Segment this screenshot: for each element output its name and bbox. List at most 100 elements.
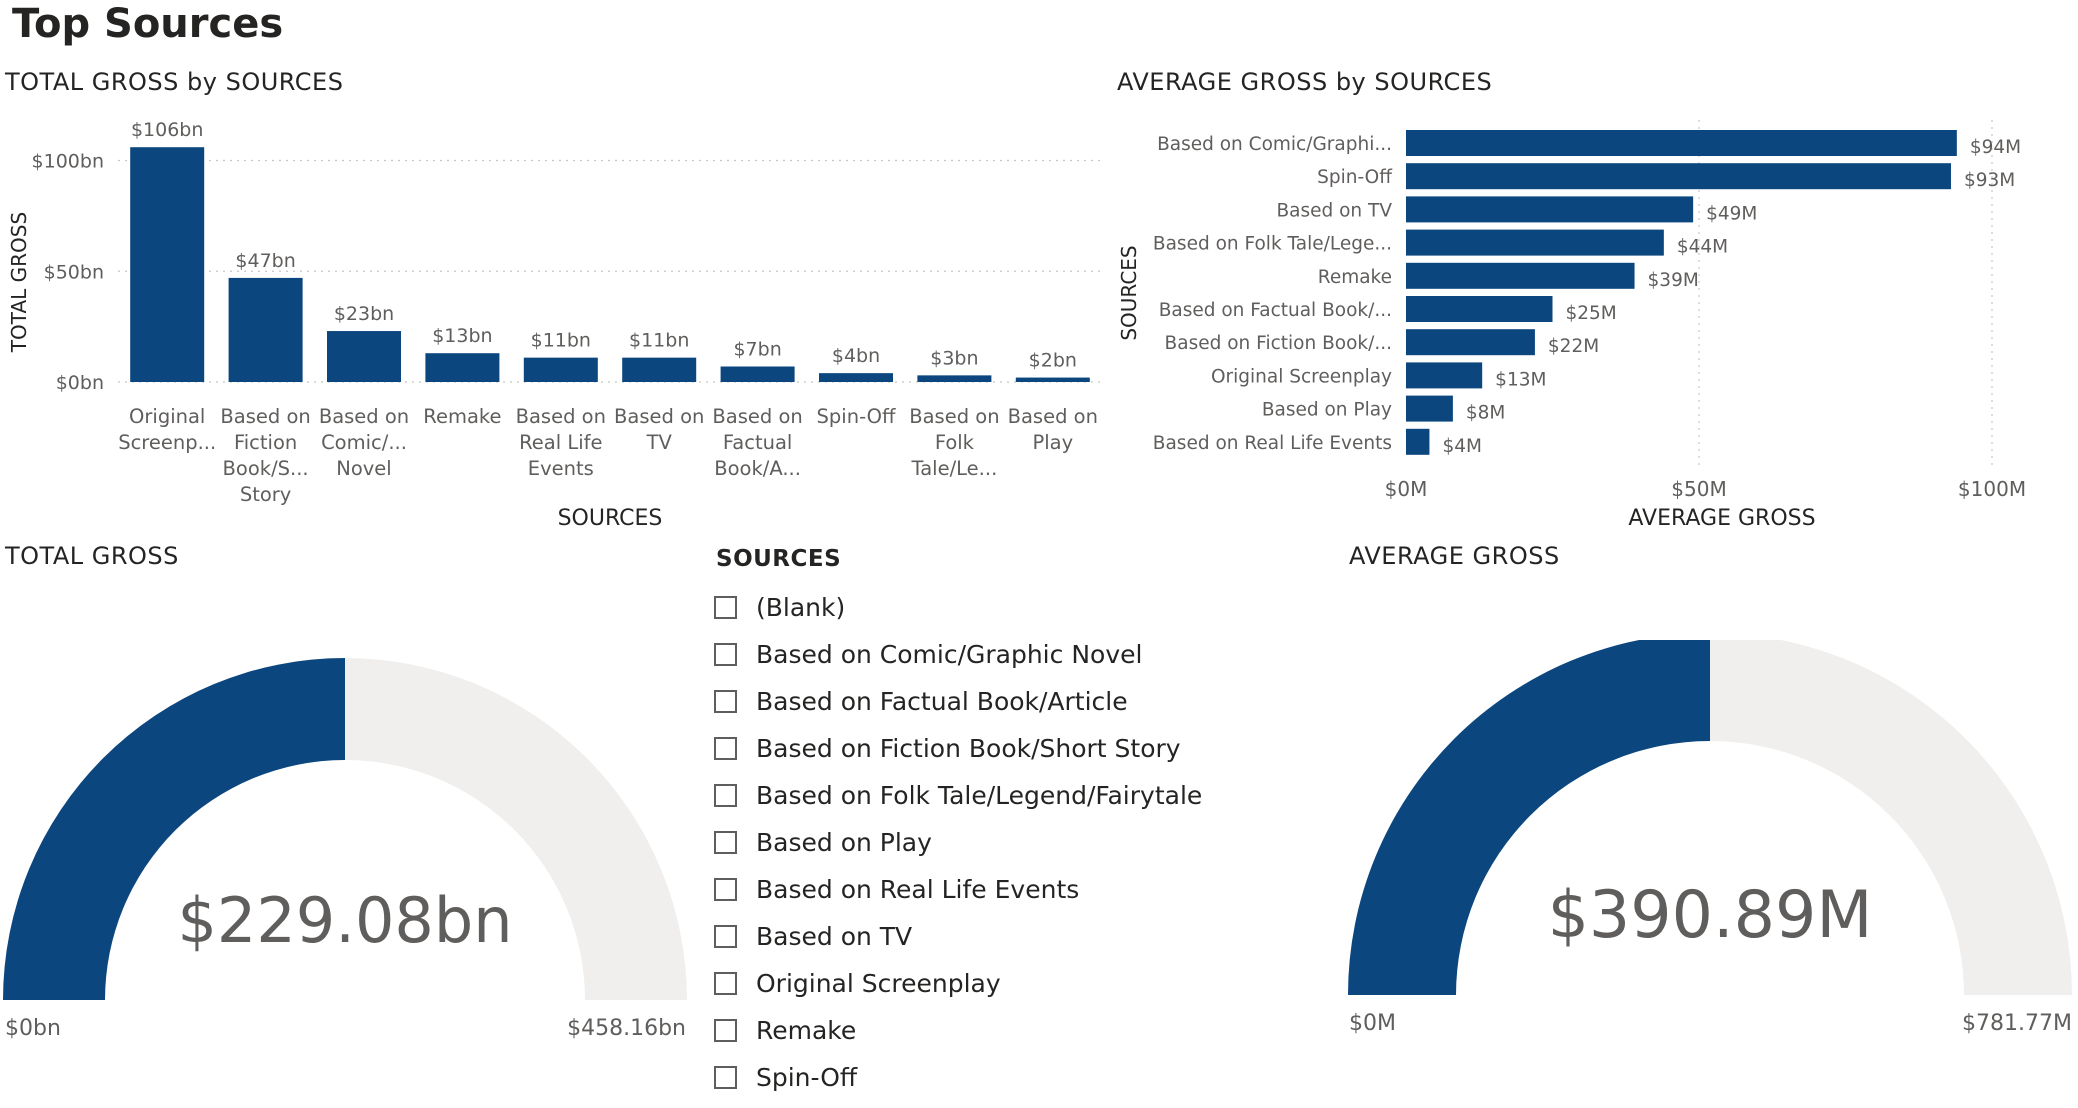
bar[interactable] [1406,329,1535,356]
slicer-option[interactable]: Remake [714,1007,1202,1054]
total-gross-by-sources-chart[interactable]: $0bn $50bn $100bn $106bn Original Screenp... $… [0,100,1110,540]
x-tick-label: Spin-Off [817,405,896,428]
gauge-max-label: $458.16bn [567,1016,686,1041]
slicer-option[interactable]: Based on Real Life Events [714,866,1202,913]
y-tick-label: Based on Folk Tale/Lege... [1153,234,1392,255]
checkbox[interactable] [714,878,737,901]
data-label: $22M [1548,336,1599,357]
y-tick-label: Based on Play [1262,400,1392,421]
average-gross-by-sources-chart[interactable]: $0M $50M $100M Based on Comic/Graphi... $94M… [1110,100,2078,540]
bar[interactable] [1406,362,1483,389]
x-tick-label: Real Life [519,431,602,454]
bar[interactable] [1406,296,1553,322]
slicer-option[interactable]: Based on Fiction Book/Short Story [714,725,1202,772]
checkbox[interactable] [714,596,737,619]
slicer-option[interactable]: Spin-Off [714,1054,1202,1101]
x-tick-label: Remake [423,405,501,428]
y-axis-title: TOTAL GROSS [7,212,31,353]
bar[interactable] [1406,196,1694,223]
y-tick-label: $100bn [32,151,104,173]
bar[interactable] [1406,163,1951,190]
x-tick-label: Screenp... [118,431,216,454]
checkbox[interactable] [714,831,737,854]
bar[interactable] [917,375,992,382]
x-tick-label: TV [646,431,673,454]
x-tick-label: Factual [723,431,792,454]
slicer-option[interactable]: Based on Comic/Graphic Novel [714,631,1202,678]
average-gross-gauge[interactable]: $390.89M $0M $781.77M [1340,640,2078,1050]
gauge-value: $390.89M [1548,878,1873,953]
slicer-option[interactable]: Based on Play [714,819,1202,866]
y-tick-label: Remake [1318,267,1392,288]
bar[interactable] [523,357,598,382]
x-tick-label: Based on [712,405,802,428]
checkbox[interactable] [714,784,737,807]
checkbox[interactable] [714,972,737,995]
slicer-option[interactable]: Based on Folk Tale/Legend/Fairytale [714,772,1202,819]
gauge-value: $229.08bn [177,884,512,957]
x-axis-title: AVERAGE GROSS [1628,506,1815,531]
gauge-min-label: $0M [1349,1011,1396,1036]
slicer-option-label: Original Screenplay [756,969,1001,998]
bar[interactable] [1406,262,1635,289]
total-by-sources-title: TOTAL GROSS by SOURCES [5,68,344,96]
y-tick-label: $0bn [56,372,104,394]
bar[interactable] [425,353,500,382]
slicer-option-label: Based on TV [756,922,913,951]
x-tick-label: Comic/... [321,431,407,454]
data-label: $47bn [235,250,295,272]
x-tick-label: Events [528,457,594,480]
x-tick-label: Play [1032,431,1073,454]
slicer-option[interactable]: (Blank) [714,584,1202,631]
y-tick-label: Based on Fiction Book/... [1165,333,1392,354]
bar[interactable] [228,277,303,382]
slicer-option-label: Based on Real Life Events [756,875,1080,904]
y-tick-label: Original Screenplay [1211,366,1392,387]
checkbox[interactable] [714,1019,737,1042]
data-label: $23bn [334,303,394,325]
data-label: $8M [1466,403,1506,424]
x-tick-label: Based on [516,405,606,428]
bar[interactable] [327,331,401,382]
gauge-fill[interactable] [3,658,345,1000]
y-tick-label: Based on Comic/Graphi... [1157,134,1392,155]
checkbox[interactable] [714,643,737,666]
bar[interactable] [130,147,205,382]
bar[interactable] [720,366,795,382]
checkbox[interactable] [714,737,737,760]
x-tick-label: $0M [1385,477,1428,501]
checkbox[interactable] [714,925,737,948]
y-tick-label: Spin-Off [1317,167,1393,188]
bar[interactable] [1406,428,1430,455]
bar[interactable] [819,373,893,382]
data-label: $25M [1566,303,1617,324]
data-label: $13bn [432,325,492,347]
bar[interactable] [622,357,697,382]
slicer-title: SOURCES [716,546,842,572]
slicer-option[interactable]: Based on Factual Book/Article [714,678,1202,725]
bar[interactable] [1406,395,1453,422]
bar[interactable] [1406,229,1664,256]
x-tick-label: Original [129,405,205,428]
bar[interactable] [1015,377,1090,382]
total-gross-gauge[interactable]: $229.08bn $0bn $458.16bn [0,640,700,1050]
slicer-option-label: Based on Comic/Graphic Novel [756,640,1143,669]
data-label: $11bn [531,330,591,352]
slicer-option[interactable]: Based on TV [714,913,1202,960]
x-tick-label: Story [240,483,292,506]
x-tick-label: Folk [935,431,975,454]
x-axis-title: SOURCES [558,506,663,531]
gauge-max-label: $781.77M [1962,1011,2072,1036]
data-label: $49M [1706,203,1757,224]
bar[interactable] [1406,130,1957,156]
slicer-option[interactable]: Original Screenplay [714,960,1202,1007]
x-tick-label: Based on [614,405,704,428]
checkbox[interactable] [714,690,737,713]
gauge-fill[interactable] [1348,640,1711,995]
data-label: $39M [1648,270,1699,291]
data-label: $44M [1677,237,1728,258]
y-axis-title: SOURCES [1117,245,1141,340]
checkbox[interactable] [714,1066,737,1089]
x-tick-label: $50M [1671,477,1726,501]
data-label: $7bn [733,338,781,360]
